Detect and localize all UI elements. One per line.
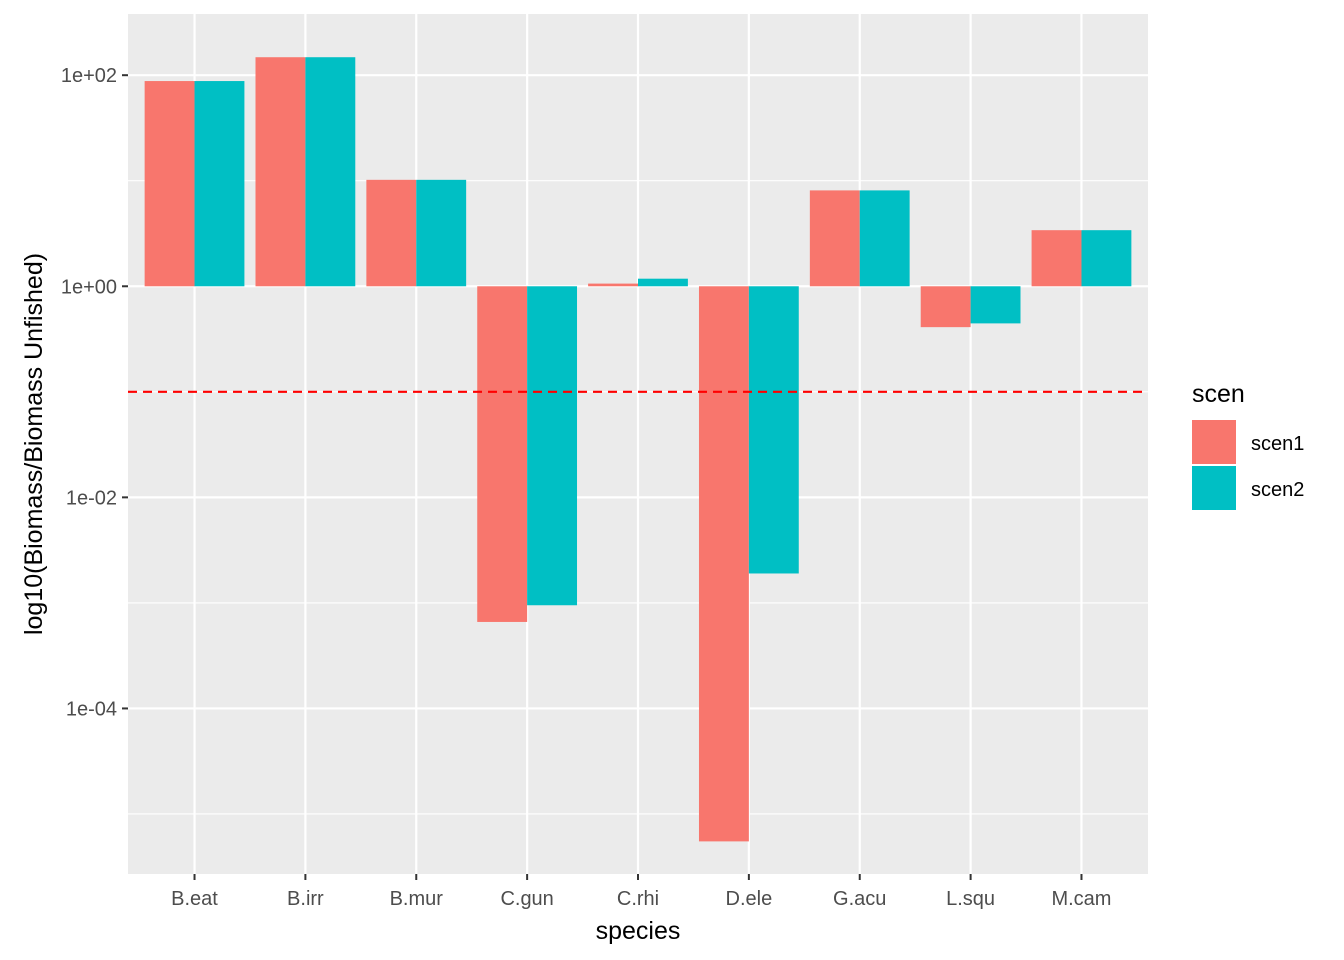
x-tick-label: M.cam	[1051, 888, 1111, 910]
legend: scen scen1 scen2	[1192, 380, 1304, 510]
bar-scen1-B.eat	[144, 81, 195, 287]
x-tick-label: B.mur	[390, 888, 444, 910]
bar-scen2-B.eat	[194, 81, 245, 287]
bar-scen1-B.mur	[366, 179, 417, 287]
x-tick-label: B.irr	[287, 888, 324, 910]
bar-scen1-C.rhi	[588, 283, 638, 287]
legend-label-scen1: scen1	[1251, 433, 1304, 455]
y-tick-label: 1e+00	[61, 276, 117, 298]
bar-scen1-D.ele	[698, 286, 749, 842]
y-tick-label: 1e-04	[66, 698, 117, 720]
x-axis: B.eat B.irr B.mur C.gun C.rhi D.ele G.acu L.squ…	[171, 874, 1111, 910]
y-tick-label: 1e+02	[61, 65, 117, 87]
y-axis-title: log10(Biomass/Biomass Unfished)	[20, 253, 48, 635]
x-tick-label: B.eat	[171, 888, 218, 910]
bar-scen1-G.acu	[809, 190, 860, 287]
bar-scen2-B.mur	[416, 179, 467, 287]
bar-scen2-B.irr	[305, 57, 356, 287]
legend-key-scen2	[1192, 466, 1236, 510]
bar-scen2-C.rhi	[638, 278, 688, 287]
x-tick-label: C.rhi	[617, 888, 659, 910]
bar-scen1-L.squ	[920, 286, 971, 328]
bar-scen1-M.cam	[1031, 230, 1082, 287]
bars	[144, 57, 1132, 842]
x-tick-label: G.acu	[833, 888, 886, 910]
legend-key-scen1	[1192, 420, 1236, 464]
bar-scen1-C.gun	[477, 286, 528, 622]
legend-label-scen2: scen2	[1251, 479, 1304, 501]
x-tick-label: L.squ	[946, 888, 995, 910]
bar-scen2-C.gun	[527, 286, 578, 606]
x-tick-label: C.gun	[500, 888, 553, 910]
bar-scen2-M.cam	[1081, 230, 1132, 287]
legend-title: scen	[1192, 380, 1245, 408]
bar-scen1-B.irr	[255, 57, 306, 287]
y-tick-label: 1e-02	[66, 487, 117, 509]
y-axis: 1e+02 1e+00 1e-02 1e-04	[61, 65, 128, 720]
bar-scen2-G.acu	[859, 190, 910, 287]
x-tick-label: D.ele	[726, 888, 773, 910]
x-axis-title: species	[596, 917, 681, 945]
bar-scen2-D.ele	[748, 286, 799, 574]
bar-scen2-L.squ	[970, 286, 1021, 324]
